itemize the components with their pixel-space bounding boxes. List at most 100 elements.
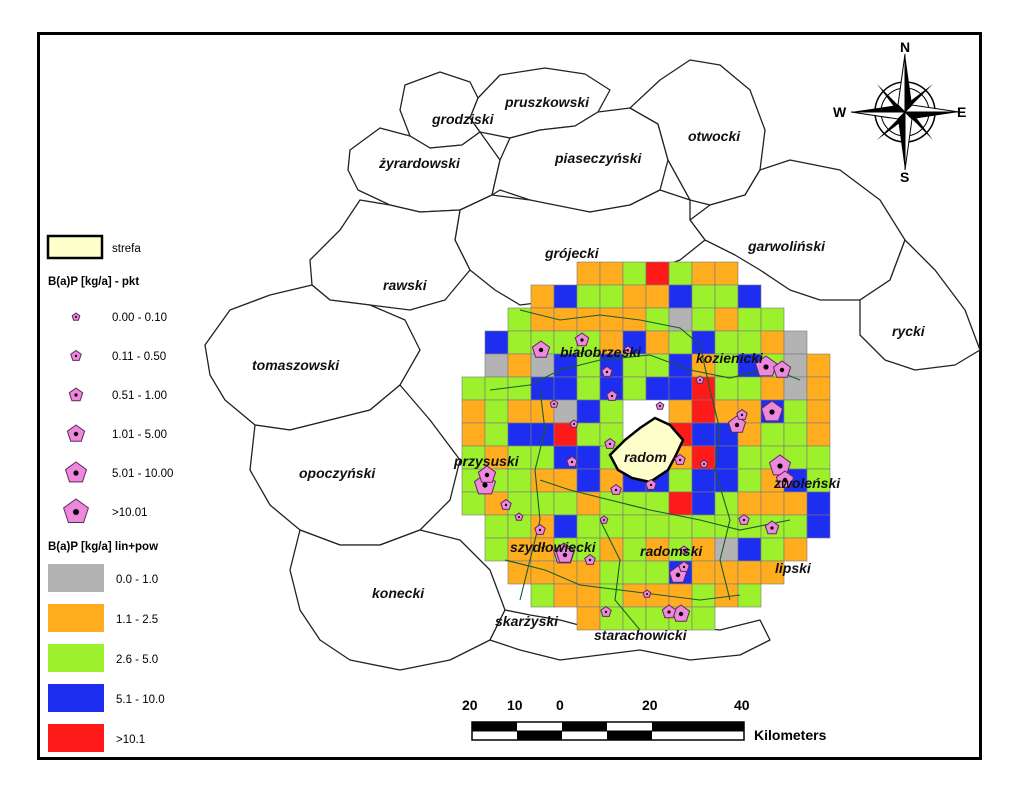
- grid-cell: [645, 560, 670, 585]
- label-rawski: rawski: [383, 277, 428, 293]
- label-pruszkowski: pruszkowski: [504, 94, 590, 110]
- point-source: [775, 470, 795, 488]
- point-source: [736, 408, 748, 420]
- scale-seg-4: [607, 731, 652, 740]
- legend-point-0: 0.00 - 0.10: [71, 312, 167, 324]
- boundary-grojecki: [454, 189, 706, 306]
- grid-cell: [714, 560, 739, 585]
- grid-cell: [530, 422, 555, 447]
- label-kozienicki: kozienicki: [696, 350, 764, 366]
- grid-cell: [783, 399, 808, 424]
- grid-cell: [737, 583, 762, 608]
- district-boundaries: [204, 59, 981, 671]
- grid-cell: [668, 583, 693, 608]
- grid-cell: [484, 514, 509, 539]
- legend-grid-title: B(a)P [kg/a] lin+pow: [48, 541, 158, 553]
- grid-cell: [622, 491, 647, 516]
- inner-boundary-1: [489, 354, 801, 391]
- grid-cell: [691, 284, 716, 309]
- legend-point-label: 5.01 - 10.00: [112, 468, 173, 480]
- legend-grid-label: 1.1 - 2.5: [116, 614, 158, 626]
- point-source: [678, 560, 690, 572]
- label-bialobrzeski: białobrzeski: [560, 344, 642, 360]
- grid-cell: [737, 284, 762, 309]
- legend-point-dot: [75, 316, 77, 318]
- grid-cell: [599, 537, 624, 562]
- label-grodziski: grodziski: [431, 111, 495, 127]
- label-radomski: radomski: [640, 543, 703, 559]
- grid-cell: [484, 353, 509, 378]
- compass-point-sw: [877, 112, 905, 140]
- point-source: [574, 332, 590, 347]
- grid-cell: [507, 353, 532, 378]
- point-source: [764, 520, 780, 535]
- grid-cell: [576, 307, 601, 332]
- point-source: [768, 454, 792, 476]
- radom-zone: [608, 416, 685, 484]
- inner-boundary-4: [504, 559, 741, 601]
- compass-point-w-dark: [851, 105, 905, 112]
- grid-cell: [599, 307, 624, 332]
- grid-cell: [783, 330, 808, 355]
- legend-grid-swatch: [48, 724, 104, 752]
- grid-cell: [737, 468, 762, 493]
- grid-cell: [783, 491, 808, 516]
- grid-cell: [714, 261, 739, 286]
- compass-point-s-dark: [898, 112, 905, 170]
- grid-cell: [737, 376, 762, 401]
- grid-cell: [507, 376, 532, 401]
- label-otwocki: otwocki: [688, 128, 741, 144]
- grid-cell: [668, 307, 693, 332]
- grid-cell: [806, 353, 831, 378]
- legend-points: 0.00 - 0.10 0.11 - 0.50 0.51 - 1.00 1.01 - …: [63, 312, 173, 523]
- legend-zone-label: strefa: [112, 243, 141, 255]
- compass-point-ne: [905, 84, 933, 112]
- point-source: [642, 589, 652, 598]
- legend-point-1: 0.11 - 0.50: [70, 349, 166, 363]
- point-source: [772, 360, 792, 378]
- grid-cell: [599, 284, 624, 309]
- scale-tick-20-left: 20: [462, 697, 478, 713]
- legend-point-label: 0.00 - 0.10: [112, 312, 167, 324]
- grid-cell: [553, 376, 578, 401]
- point-source: [477, 465, 497, 483]
- grid-cell: [530, 307, 555, 332]
- legend-point-dot: [73, 470, 79, 476]
- point-source: [760, 400, 784, 422]
- point-source: [738, 513, 750, 525]
- legend-grid-3: 5.1 - 10.0: [48, 684, 165, 712]
- point-source: [754, 355, 778, 377]
- compass-point-e-light: [903, 104, 960, 113]
- label-konecki: konecki: [372, 585, 425, 601]
- label-zwolenski: zwoleński: [773, 475, 841, 491]
- grid-cell: [668, 376, 693, 401]
- grid-cell: [668, 491, 693, 516]
- grid-cell: [691, 399, 716, 424]
- grid-cell: [691, 491, 716, 516]
- scale-bar: 20 10 0 20 40 Kilometers: [462, 697, 827, 743]
- grid-cell: [553, 284, 578, 309]
- legend-grid: 0.0 - 1.0 1.1 - 2.5 2.6 - 5.0 5.1 - 10.0 >10…: [48, 564, 165, 752]
- grid-cell: [553, 514, 578, 539]
- grid-cell: [622, 376, 647, 401]
- scale-seg-5: [652, 722, 744, 731]
- point-source: [584, 553, 596, 565]
- legend-point-dot: [74, 354, 78, 358]
- grid-cell: [576, 491, 601, 516]
- label-starachowicki: starachowicki: [594, 627, 688, 643]
- grid-cell: [806, 422, 831, 447]
- grid-cell: [691, 307, 716, 332]
- legend-grid-label: >10.1: [116, 734, 145, 746]
- inner-boundary-7: [599, 519, 641, 631]
- grid-cell: [714, 376, 739, 401]
- inner-boundaries: [489, 309, 801, 631]
- grid-cell: [461, 399, 486, 424]
- grid-cell: [461, 491, 486, 516]
- grid-cell: [760, 330, 785, 355]
- compass-point-w-light: [850, 111, 907, 120]
- boundary-tomaszowski: [204, 284, 421, 431]
- legend-grid-label: 0.0 - 1.0: [116, 574, 158, 586]
- grid-cell: [645, 376, 670, 401]
- legend-point-label: 0.51 - 1.00: [112, 390, 167, 402]
- grid-cell: [806, 491, 831, 516]
